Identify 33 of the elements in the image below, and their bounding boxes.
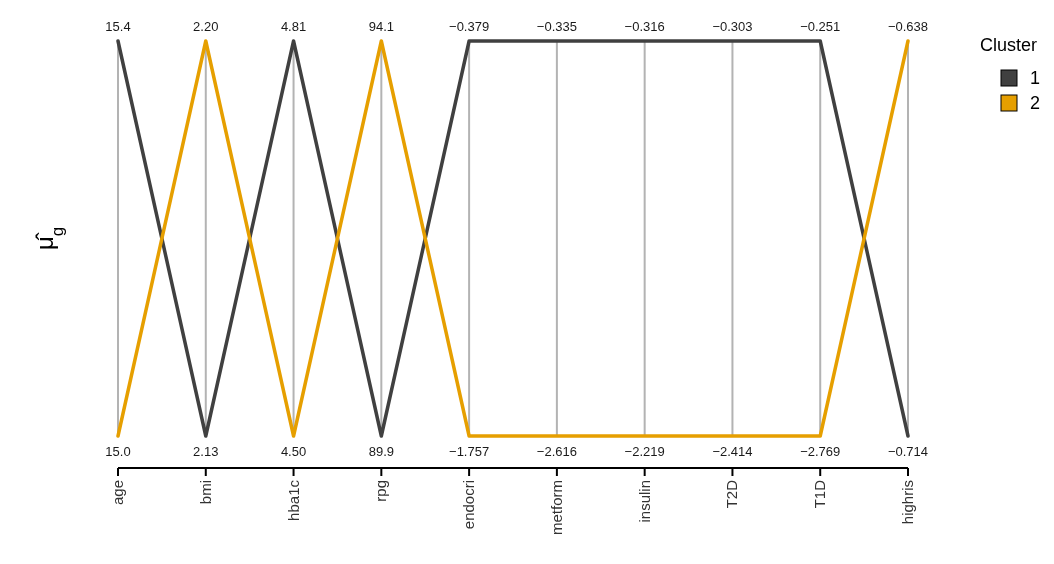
x-tick-label: T2D	[723, 479, 741, 509]
annotation: −2.219	[624, 444, 665, 459]
x-tick-label: metform	[547, 480, 565, 536]
annotation: −2.414	[712, 444, 753, 459]
legend-label: 2	[1030, 93, 1041, 113]
x-tick-label: rpg	[372, 480, 390, 502]
x-tick-label: T1D	[811, 479, 829, 509]
x-tick-label: highris	[899, 480, 916, 525]
annotation: 15.4	[105, 19, 131, 34]
annotation: −2.769	[800, 444, 841, 459]
annotation: −0.303	[712, 19, 753, 34]
annotation: −0.316	[624, 19, 665, 34]
annotation: 4.81	[280, 19, 307, 34]
annotation: −0.251	[800, 19, 841, 34]
x-tick-label: bmi	[196, 480, 214, 505]
x-tick-label: age	[109, 480, 126, 506]
annotation: −0.335	[536, 19, 577, 34]
annotation: −0.379	[449, 19, 490, 34]
legend-label: 1	[1030, 68, 1041, 88]
annotation: −0.714	[887, 444, 929, 459]
annotation: 94.1	[368, 19, 394, 34]
annotation: 15.0	[105, 444, 131, 459]
annotation: 4.50	[280, 444, 307, 459]
x-tick-label: endocri	[460, 480, 478, 530]
annotation: −0.638	[887, 19, 929, 34]
x-tick-label: insulin	[635, 480, 653, 523]
annotation: 2.20	[193, 19, 219, 34]
legend-title: Cluster	[980, 35, 1038, 55]
annotation: −2.616	[536, 444, 577, 459]
x-tick-label: hba1c	[284, 479, 302, 521]
annotation: −1.757	[449, 444, 490, 459]
annotation: 2.13	[193, 444, 219, 459]
annotation: 89.9	[368, 444, 394, 459]
